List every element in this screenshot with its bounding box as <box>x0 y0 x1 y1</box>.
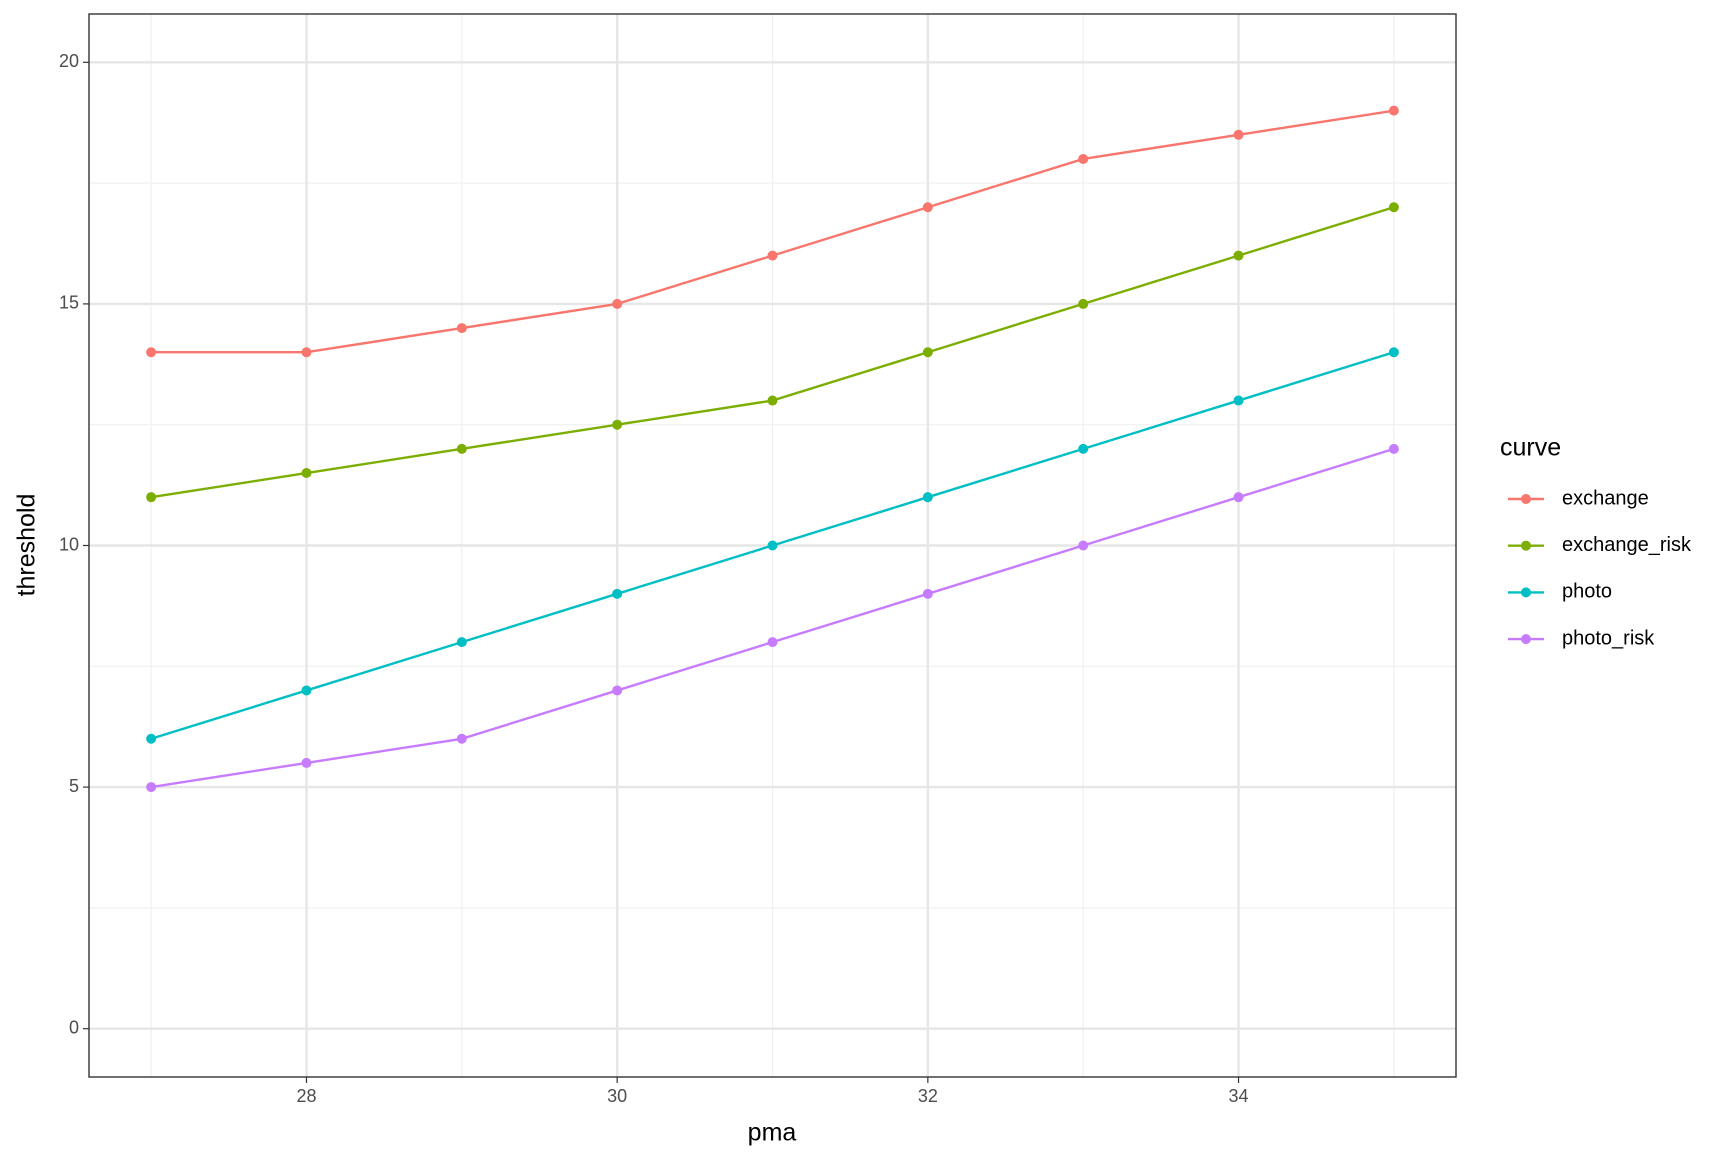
data-point <box>1233 129 1244 140</box>
data-point <box>146 492 157 503</box>
data-point <box>1078 540 1089 551</box>
data-point <box>1078 443 1089 454</box>
data-point <box>1388 443 1399 454</box>
legend-label: photo <box>1562 581 1612 603</box>
y-tick-label: 10 <box>59 534 79 554</box>
data-point <box>767 540 778 551</box>
plot-border <box>88 13 1457 1078</box>
x-axis-title: pma <box>748 1119 797 1147</box>
data-point <box>146 347 157 358</box>
data-point <box>456 443 467 454</box>
data-point <box>1388 347 1399 358</box>
data-point <box>922 492 933 503</box>
data-point <box>456 733 467 744</box>
x-tick-label: 32 <box>918 1086 938 1106</box>
legend-label: exchange <box>1562 487 1649 509</box>
legend-label: photo_risk <box>1562 627 1655 649</box>
data-point <box>146 733 157 744</box>
data-point <box>612 419 623 430</box>
data-point <box>301 468 312 479</box>
data-point <box>612 685 623 696</box>
data-point <box>767 395 778 406</box>
data-point <box>1388 202 1399 213</box>
data-point <box>922 588 933 599</box>
data-point <box>456 323 467 334</box>
data-point <box>922 347 933 358</box>
y-tick-label: 5 <box>69 776 79 796</box>
data-point <box>767 637 778 648</box>
data-point <box>1388 105 1399 116</box>
data-point <box>301 685 312 696</box>
data-point <box>1233 492 1244 503</box>
data-point <box>1233 395 1244 406</box>
legend-key-point <box>1521 540 1531 551</box>
legend-label: exchange_risk <box>1562 534 1692 556</box>
data-point <box>922 202 933 213</box>
data-point <box>612 588 623 599</box>
legend-key-point <box>1521 587 1531 598</box>
data-point <box>301 347 312 358</box>
y-tick-label: 0 <box>69 1017 79 1037</box>
data-point <box>1233 250 1244 261</box>
y-tick-label: 20 <box>59 51 79 71</box>
legend-key-point <box>1521 634 1531 645</box>
data-point <box>1078 153 1089 164</box>
data-point <box>146 782 157 793</box>
data-point <box>612 298 623 309</box>
x-tick-label: 28 <box>296 1086 316 1106</box>
data-point <box>456 637 467 648</box>
x-tick-label: 34 <box>1229 1086 1249 1106</box>
data-point <box>1078 298 1089 309</box>
x-tick-label: 30 <box>607 1086 627 1106</box>
data-point <box>767 250 778 261</box>
legend-title: curve <box>1500 434 1561 462</box>
legend-key-point <box>1521 494 1531 504</box>
y-axis-title: threshold <box>13 494 41 597</box>
data-point <box>301 757 312 768</box>
y-tick-label: 15 <box>59 293 79 313</box>
